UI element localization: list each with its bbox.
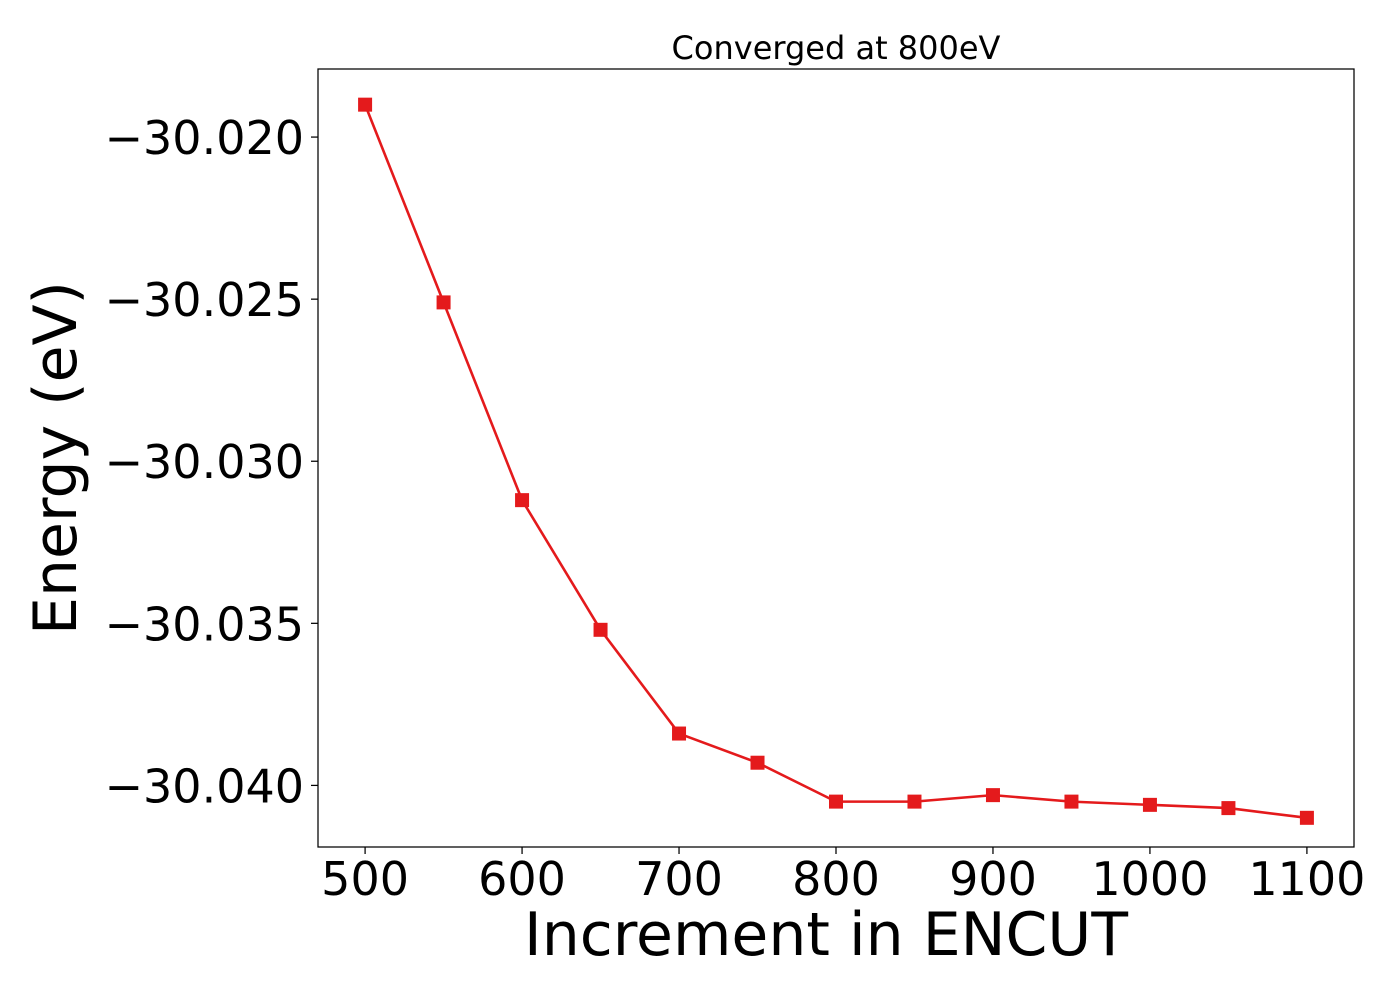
y-tick-label: −30.035 <box>105 597 305 651</box>
y-axis-label: Energy (eV) <box>21 281 91 635</box>
x-tick-label: 1000 <box>1091 852 1208 906</box>
data-point-marker <box>1221 801 1236 816</box>
series-layer <box>358 97 1314 825</box>
x-tick-label: 700 <box>635 852 723 906</box>
data-point-marker <box>358 97 373 112</box>
x-tick-label: 800 <box>792 852 880 906</box>
plot-area <box>317 68 1355 848</box>
data-point-marker <box>672 726 687 741</box>
data-point-marker <box>1142 797 1157 812</box>
x-axis-label: Increment in ENCUT <box>524 900 1128 970</box>
x-axis-ticks: 500 600 700 800 900 1000 1100 <box>321 847 1365 906</box>
data-point-marker <box>515 493 530 508</box>
data-point-marker <box>907 794 922 809</box>
x-tick-label: 900 <box>949 852 1037 906</box>
data-point-marker <box>436 295 451 310</box>
x-tick-label: 500 <box>321 852 409 906</box>
data-point-marker <box>985 788 1000 803</box>
x-tick-label: 1100 <box>1248 852 1365 906</box>
data-point-marker <box>593 622 608 637</box>
chart-title: Converged at 800eV <box>672 29 1001 67</box>
data-point-marker <box>1064 794 1079 809</box>
y-tick-label: −30.030 <box>105 435 305 489</box>
y-tick-label: −30.020 <box>105 111 305 165</box>
y-tick-label: −30.025 <box>105 273 305 327</box>
x-tick-label: 600 <box>478 852 566 906</box>
data-point-marker <box>750 755 765 770</box>
data-point-marker <box>829 794 843 809</box>
y-axis-ticks: −30.020 −30.025 −30.030 −30.035 −30.040 <box>105 111 318 813</box>
data-point-marker <box>1299 810 1314 825</box>
y-tick-label: −30.040 <box>105 759 305 813</box>
